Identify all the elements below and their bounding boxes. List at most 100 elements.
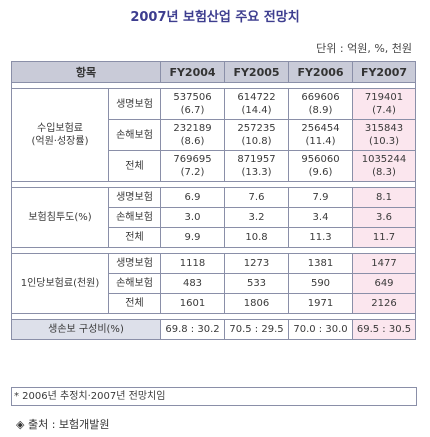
forecast-table: 항목 FY2004 FY2005 FY2006 FY2007 수입보험료 (억원·성장률) 생… — [11, 61, 416, 340]
value-cell: 2126 — [352, 293, 416, 314]
value-cell: 649 — [352, 273, 416, 294]
ratio-row: 생손보 구성비(%) 69.8 : 30.2 70.5 : 29.5 70.0 : 3… — [11, 319, 416, 340]
group-label-line: 보험침투도(%) — [28, 212, 92, 223]
ratio-value: 70.5 : 29.5 — [224, 319, 289, 340]
header-year: FY2007 — [352, 61, 416, 83]
value-cell: 257235 (10.8) — [224, 119, 289, 151]
table-row: 손해보험 3.0 3.2 3.4 3.6 — [12, 207, 416, 228]
value-cell: 956060 (9.6) — [288, 150, 353, 182]
header-item: 항목 — [11, 61, 161, 83]
value-cell: 1381 — [288, 253, 353, 274]
growth-rate: (11.4) — [305, 136, 336, 147]
value: 1118 — [179, 258, 206, 269]
value-cell: 7.9 — [288, 187, 353, 208]
value: 11.7 — [372, 232, 396, 243]
growth-rate: (14.4) — [241, 105, 272, 116]
group-label: 보험침투도(%) — [11, 187, 109, 248]
value-cell: 7.6 — [224, 187, 289, 208]
value-cell: 3.0 — [160, 207, 225, 228]
group-label-line: (억원·성장률) — [31, 136, 89, 147]
growth-rate: (7.4) — [372, 105, 396, 116]
value: 649 — [374, 278, 394, 289]
footnote: * 2006년 추정치·2007년 전망치임 — [11, 387, 417, 406]
value: 9.9 — [184, 232, 201, 243]
value: 1035244 — [361, 154, 407, 165]
row-label: 전체 — [108, 227, 161, 248]
value-cell: 256454 (11.4) — [288, 119, 353, 151]
value-cell: 11.7 — [352, 227, 416, 248]
value: 8.1 — [376, 192, 392, 203]
value-cell: 1118 — [160, 253, 225, 274]
table-row: 손해보험 483 533 590 649 — [12, 273, 416, 294]
value: 3.4 — [312, 212, 329, 223]
table-row: 전체 1601 1806 1971 2126 — [12, 293, 416, 314]
value-cell: 1806 — [224, 293, 289, 314]
value: 483 — [182, 278, 203, 289]
group-label-line: 1인당보험료(천원) — [20, 278, 100, 289]
ratio-value: 69.8 : 30.2 — [160, 319, 225, 340]
value: 533 — [246, 278, 267, 289]
header-year: FY2005 — [224, 61, 289, 83]
row-label: 손해보험 — [108, 207, 161, 228]
value: 614722 — [237, 92, 276, 103]
value-cell: 719401 (7.4) — [352, 88, 416, 120]
value-cell: 537506 (6.7) — [160, 88, 225, 120]
value: 256454 — [301, 123, 340, 134]
value: 7.9 — [312, 192, 329, 203]
value: 7.6 — [248, 192, 265, 203]
header-row: 항목 FY2004 FY2005 FY2006 FY2007 — [11, 61, 416, 83]
row-label: 생명보험 — [108, 187, 161, 208]
value-cell: 1477 — [352, 253, 416, 274]
value: 1806 — [243, 298, 270, 309]
value: 257235 — [237, 123, 276, 134]
table-row: 보험침투도(%) 생명보험 6.9 7.6 7.9 8.1 — [11, 187, 416, 248]
group-label: 1인당보험료(천원) — [11, 253, 109, 314]
growth-rate: (9.6) — [308, 167, 333, 178]
growth-rate: (13.3) — [241, 167, 272, 178]
page-title: 2007년 보험산업 주요 전망치 — [130, 10, 300, 25]
value: 3.0 — [184, 212, 201, 223]
value: 1601 — [179, 298, 206, 309]
value: 537506 — [173, 92, 212, 103]
value: 2126 — [371, 298, 397, 309]
ratio-value: 69.5 : 30.5 — [352, 319, 416, 340]
value: 3.2 — [248, 212, 265, 223]
growth-rate: (6.7) — [180, 105, 205, 116]
value: 1477 — [371, 258, 397, 269]
value-cell: 871957 (13.3) — [224, 150, 289, 182]
growth-rate: (10.8) — [241, 136, 272, 147]
header-year: FY2004 — [160, 61, 225, 83]
growth-rate: (10.3) — [368, 136, 400, 147]
value-cell: 3.2 — [224, 207, 289, 228]
value-cell: 315843 (10.3) — [352, 119, 416, 151]
value: 669606 — [301, 92, 340, 103]
growth-rate: (7.2) — [180, 167, 205, 178]
group-label-line: 수입보험료 — [37, 123, 83, 134]
growth-rate: (8.3) — [372, 167, 396, 178]
value: 769695 — [173, 154, 212, 165]
value-cell: 533 — [224, 273, 289, 294]
header-year: FY2006 — [288, 61, 353, 83]
value-cell: 10.8 — [224, 227, 289, 248]
value: 1273 — [243, 258, 270, 269]
ratio-label: 생손보 구성비(%) — [11, 319, 161, 340]
value-cell: 8.1 — [352, 187, 416, 208]
row-label: 전체 — [108, 293, 161, 314]
source-label: ◈ 출처 : 보험개발원 — [16, 418, 110, 431]
row-label: 생명보험 — [108, 88, 161, 120]
value-cell: 6.9 — [160, 187, 225, 208]
value: 3.6 — [376, 212, 392, 223]
value: 719401 — [364, 92, 404, 103]
value: 11.3 — [309, 232, 332, 243]
value: 1971 — [307, 298, 334, 309]
value: 10.8 — [245, 232, 268, 243]
row-label: 손해보험 — [108, 119, 161, 151]
value: 6.9 — [184, 192, 201, 203]
value: 315843 — [364, 123, 404, 134]
row-label: 전체 — [108, 150, 161, 182]
value-cell: 3.6 — [352, 207, 416, 228]
value-cell: 590 — [288, 273, 353, 294]
value: 956060 — [301, 154, 340, 165]
table-row: 수입보험료 (억원·성장률) 생명보험 537506 (6.7) 614722 (14.4)… — [11, 88, 416, 182]
value: 590 — [310, 278, 331, 289]
